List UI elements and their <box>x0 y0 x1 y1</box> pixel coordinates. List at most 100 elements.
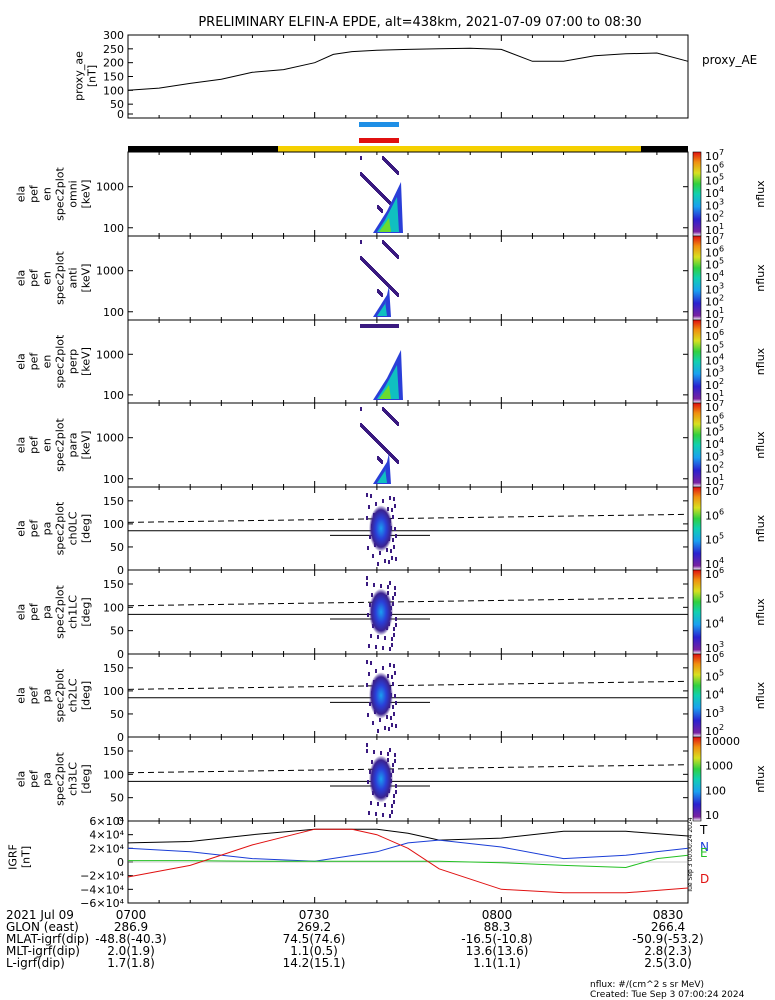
proxy-ae-label: proxy_AE <box>702 53 757 67</box>
spectrogram-pixel <box>392 538 394 542</box>
colorbar-tick-label: 103 <box>705 705 724 720</box>
y-tick-label: 0 <box>117 856 124 869</box>
spectrogram-pixel <box>377 562 379 566</box>
science-zone-bar-red <box>359 138 399 143</box>
colorbar-tick-label: 10000 <box>705 735 740 748</box>
y-tick-label: 150 <box>103 745 124 758</box>
spectrogram-pixel <box>366 749 368 753</box>
spectrogram-pixel <box>366 660 368 664</box>
y-tick-label: 50 <box>110 98 124 111</box>
spectrogram-pixel <box>382 813 384 817</box>
axis-label: spec2plot <box>54 501 67 555</box>
x-axis-row-value: 14.2(15.1) <box>283 956 346 970</box>
colorbar-tick-label: 106 <box>705 566 724 581</box>
axis-label: ela <box>15 353 28 370</box>
colorbar-label: nflux <box>754 347 767 375</box>
y-tick-label: 100 <box>103 768 124 781</box>
spectrogram-pixel <box>382 666 384 670</box>
igrf-legend-t: T <box>699 823 708 837</box>
x-axis-row-label: GLON (east) <box>6 920 79 934</box>
spectrogram-pixel <box>390 549 392 553</box>
flux-region <box>373 286 391 317</box>
axis-label: ela <box>15 186 28 203</box>
plot-frame <box>127 402 689 488</box>
spectrogram-pixel <box>391 675 393 679</box>
x-axis-row-label: MLAT-igrf(dip) <box>6 932 89 946</box>
spectrogram-pixel <box>388 727 390 731</box>
spectrogram-pixel <box>394 694 396 698</box>
y-tick-label: 250 <box>103 43 124 56</box>
axis-label: ch1LC <box>67 595 80 629</box>
spectrogram-pixel <box>392 763 394 767</box>
y-tick-label: 150 <box>103 71 124 84</box>
y-tick-label: 150 <box>103 495 124 508</box>
y-tick-label: 50 <box>110 792 124 805</box>
colorbar-tick-label: 105 <box>705 532 724 547</box>
axis-label: pef <box>28 602 41 621</box>
spectrogram-pixel <box>370 661 372 665</box>
igrf-legend-d: D <box>700 872 709 886</box>
spectrogram-pixel <box>360 407 362 411</box>
spectrogram-pixel <box>377 635 379 639</box>
spectrogram-pixel <box>392 596 394 600</box>
plot-frame <box>127 235 689 321</box>
x-axis-row-value: -50.9(-53.2) <box>632 932 703 946</box>
spectrogram-pixel <box>391 810 393 814</box>
axis-label: spec2plot <box>54 251 67 305</box>
spectrogram-pixel <box>370 494 372 498</box>
spectrogram-pixel <box>393 712 395 716</box>
axis-label: en <box>41 187 54 201</box>
colorbar <box>692 151 702 237</box>
igrf-series-d <box>127 828 689 894</box>
y-tick-label: −4×10⁴ <box>80 883 124 896</box>
spectrogram-pixel <box>395 617 397 621</box>
spectrogram-pixel <box>386 715 388 719</box>
spectrogram-pixel <box>380 584 382 588</box>
spectrogram-pixel <box>387 752 389 756</box>
axis-label: [deg] <box>80 514 93 543</box>
spectrogram-pixel <box>391 723 393 727</box>
y-tick-label: 0 <box>117 564 124 577</box>
axis-label: ela <box>15 437 28 454</box>
spectrogram-pixel <box>395 724 397 728</box>
axis-label: ela <box>15 520 28 537</box>
flux-region <box>369 588 393 636</box>
y-tick-label: 4×10⁴ <box>89 829 124 842</box>
spectrogram-pixel <box>375 669 377 673</box>
panel-igrf: 6×10⁴4×10⁴2×10⁴0−2×10⁴−4×10⁴−6×10⁴TNEDIG… <box>7 815 710 910</box>
spectrogram-pixel <box>389 581 391 585</box>
spectrogram-pixel <box>370 801 372 805</box>
y-tick-label: 100 <box>103 306 124 319</box>
x-axis-row-label: MLT-igrf(dip) <box>6 944 80 958</box>
loss-cone-line <box>127 680 689 690</box>
spectrogram-pixel <box>379 718 381 722</box>
spectrogram-pixel <box>366 516 368 520</box>
y-tick-label: 0 <box>117 815 124 828</box>
y-tick-label: 150 <box>103 662 124 675</box>
y-tick-label: 1000 <box>96 432 124 445</box>
spectrogram-pixel <box>373 583 375 587</box>
y-tick-label: −6×10⁴ <box>80 897 124 910</box>
axis-label: pef <box>28 519 41 538</box>
y-tick-label: 150 <box>103 578 124 591</box>
spectrogram-pixel <box>377 802 379 806</box>
y-tick-label: 6×10⁴ <box>89 815 124 828</box>
colorbar-label: nflux <box>754 264 767 292</box>
spectrogram-pixel <box>387 674 389 678</box>
spectrogram-pixel <box>389 748 391 752</box>
spectrogram-pixel <box>377 324 379 328</box>
y-tick-label: 100 <box>103 685 124 698</box>
plot-frame <box>127 569 689 655</box>
spectrogram-pixel <box>384 559 386 563</box>
colorbar-tick-label: 104 <box>705 687 724 702</box>
flux-core <box>379 385 391 399</box>
spectrogram-pixel <box>387 585 389 589</box>
colorbar-label: nflux <box>754 514 767 542</box>
spectrogram-pixel <box>370 634 372 638</box>
axis-label: ch3LC <box>67 762 80 796</box>
